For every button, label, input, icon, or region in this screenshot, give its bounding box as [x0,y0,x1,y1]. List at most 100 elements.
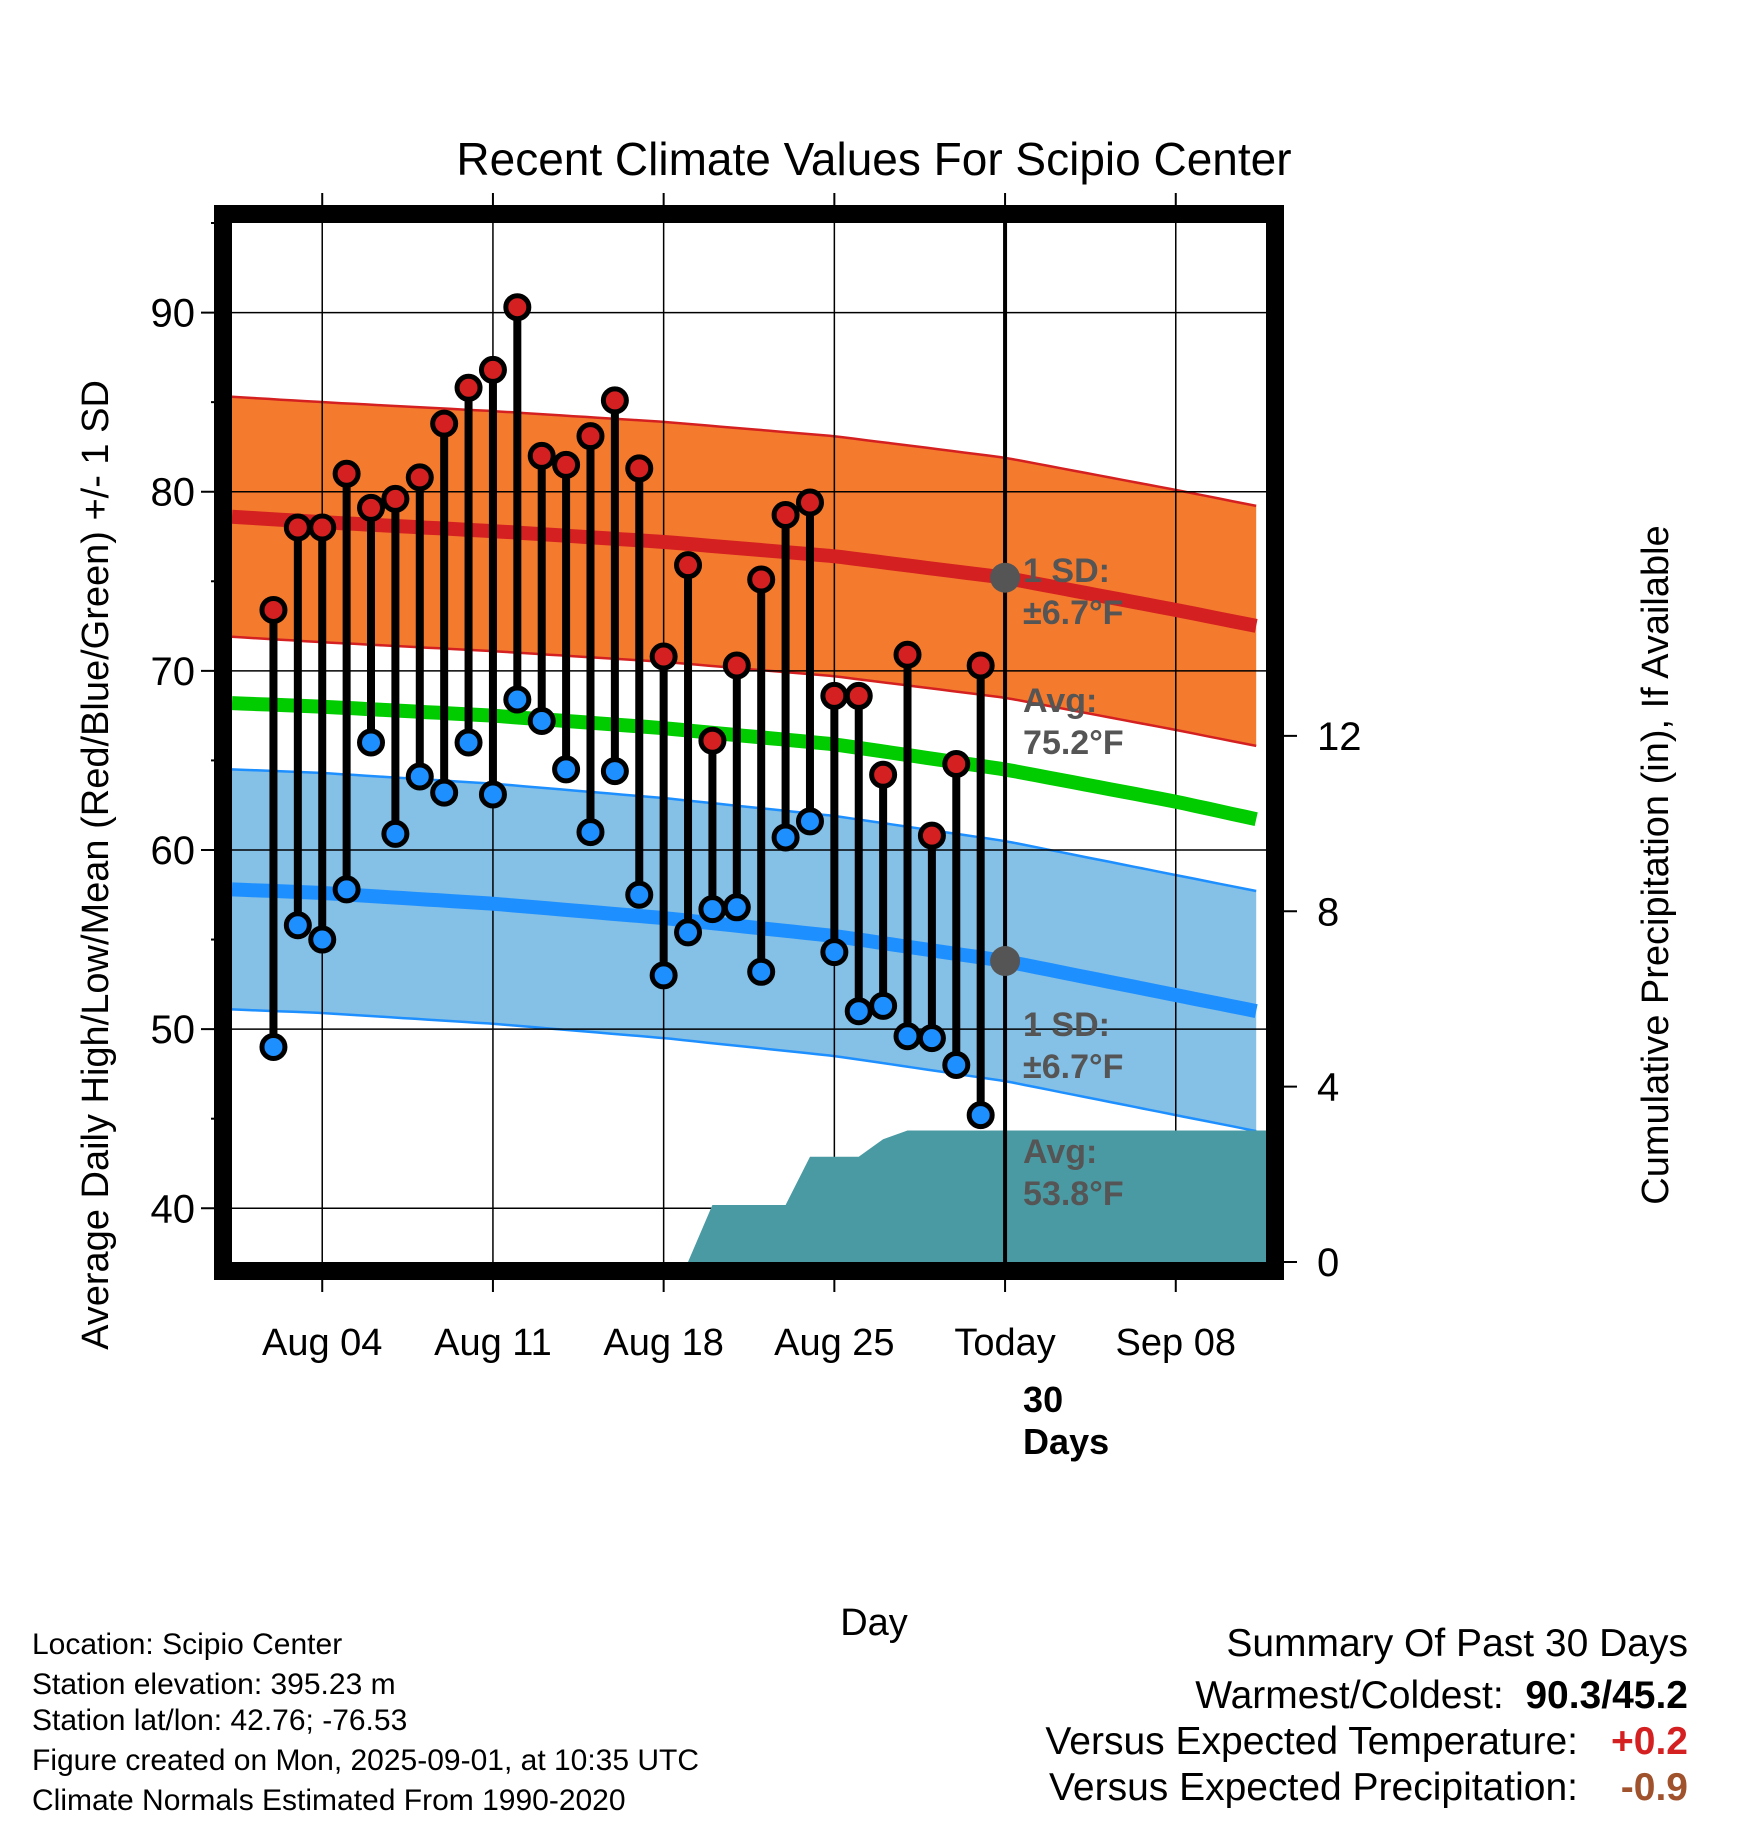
y-tick-label: 90 [151,292,196,336]
meta-normals: Climate Normals Estimated From 1990-2020 [32,1784,626,1817]
axes: Aug 04 Aug 11 Aug 18 Aug 25 Today Sep 0840506… [151,193,1362,1364]
high-point [893,640,922,669]
high-point [917,821,946,850]
low-point [917,1024,946,1053]
y2-tick-label: 4 [1317,1066,1339,1110]
y-tick-label: 60 [151,829,196,873]
y-axis-label: Average Daily High/Low/Mean (Red/Blue/Gr… [75,380,117,1350]
temp-label: Versus Expected Temperature: [1045,1720,1578,1763]
high-point [552,450,581,479]
low-point [722,893,751,922]
low-avg-annotation-1: 53.8°F [1023,1175,1124,1213]
summary-heading: Summary Of Past 30 Days [1226,1622,1688,1665]
low-point [820,938,849,967]
high-point [600,386,629,415]
low-point [674,918,703,947]
high-sd-band-upper-edge [231,395,1257,508]
summary-warmest-row: Warmest/Coldest: 90.3/45.2 [1045,1674,1688,1718]
summary-block: Summary Of Past 30 Days Warmest/Coldest:… [1045,1622,1688,1810]
high-point [771,500,800,529]
high-sd-annotation-0: 1 SD: [1023,552,1110,590]
x-tick-label: Aug 25 [774,1322,894,1364]
low-point [942,1050,971,1079]
low-point [308,925,337,954]
low-point [259,1033,288,1062]
plot-border [214,205,1284,1280]
low-sd-annotation-0: 1 SD: [1023,1006,1110,1044]
low-point [966,1101,995,1130]
precip-area [688,1130,1266,1262]
low-point [381,819,410,848]
y-tick-label: 50 [151,1008,196,1052]
low-point [576,818,605,847]
high-point [625,454,654,483]
precip-value: -0.9 [1620,1766,1688,1809]
days-annotation-1: Days [1023,1421,1109,1462]
warmest-value: 90.3/45.2 [1525,1674,1688,1717]
low-sd-band-lower-edge [231,1008,1257,1133]
low-point [771,823,800,852]
high-point [405,463,434,492]
low-point [795,807,824,836]
high-point [259,595,288,624]
high-point [820,681,849,710]
y2-axis-label: Cumulative Precipitation (in), If Availa… [1635,525,1677,1204]
high-point [478,355,507,384]
low-point [527,707,556,736]
low-point [405,762,434,791]
low-point [332,875,361,904]
high-point [966,651,995,680]
high-point [674,551,703,580]
low-sd-annotation-1: ±6.7°F [1023,1048,1123,1086]
meta-elevation: Station elevation: 395.23 m [32,1668,396,1701]
high-point [381,484,410,513]
x-tick-label: Aug 04 [262,1322,382,1364]
high-point [942,749,971,778]
low-point [478,780,507,809]
high-sd-annotation-1: ±6.7°F [1023,594,1123,632]
high-point [527,441,556,470]
low-point [503,685,532,714]
meta-created: Figure created on Mon, 2025-09-01, at 10… [32,1744,700,1777]
high-point [795,488,824,517]
today-marker [990,223,1021,1262]
y-tick-label: 40 [151,1187,196,1231]
normal-low-line [231,882,1258,1018]
high-point [430,409,459,438]
y2-tick-label: 8 [1317,890,1339,934]
high-avg-annotation-1: 75.2°F [1023,724,1124,762]
high-point [283,513,312,542]
low-point [893,1022,922,1051]
annotations: 1 SD: ±6.7°F Avg: 75.2°F 1 SD: ±6.7°F Avg: 53.8… [1023,552,1124,1462]
low-point [552,755,581,784]
meta-latlon: Station lat/lon: 42.76; -76.53 [32,1704,408,1737]
low-sd-band-upper-edge [231,768,1257,893]
metadata-block: Location: Scipio Center Station elevatio… [32,1627,699,1819]
low-point [625,880,654,909]
temp-value: +0.2 [1611,1720,1688,1763]
high-point [844,681,873,710]
chart-title: Recent Climate Values For Scipio Center [456,133,1291,185]
y-tick-label: 80 [151,471,196,515]
normal-mean-line [231,696,1258,827]
y-tick-label: 70 [151,650,196,694]
x-axis-label: Day [840,1602,908,1644]
days-annotation-0: 30 [1023,1379,1063,1420]
plot-frame [214,205,1284,1280]
x-tick-label: Aug 18 [603,1322,723,1364]
summary-temp-row: Versus Expected Temperature: +0.2 [1045,1720,1688,1764]
low-point [430,778,459,807]
low-point [844,997,873,1026]
high-point [722,651,751,680]
today-high-normal-dot [990,562,1021,593]
summary-precip-row: Versus Expected Precipitation: -0.9 [1045,1766,1688,1810]
low-avg-annotation-0: Avg: [1023,1133,1097,1171]
high-avg-annotation-0: Avg: [1023,682,1097,720]
high-point [357,493,386,522]
low-point [869,991,898,1020]
low-point [454,728,483,757]
today-low-normal-dot [990,946,1021,977]
observed-values [259,293,995,1130]
cumulative-precip-area [688,1130,1266,1262]
